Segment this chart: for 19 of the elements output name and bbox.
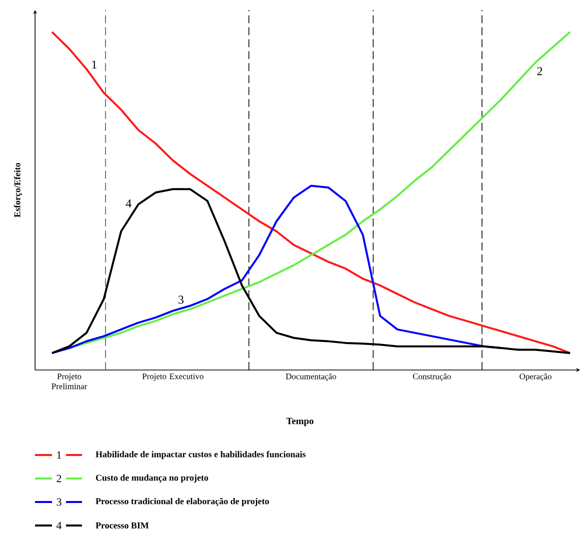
x-tick-label: Documentação: [286, 374, 336, 382]
annotation: 4: [126, 199, 132, 208]
text: 3: [56, 498, 62, 506]
annotation: 2: [537, 67, 542, 76]
legend-label: Processo tradicional de elaboração de projeto: [96, 498, 269, 506]
legend-label: Habilidade de impactar custos e habilidades funcionais: [96, 450, 306, 460]
text: 4: [56, 522, 62, 530]
text: 1: [57, 451, 62, 459]
y-axis-title: Esforço/Efeito: [14, 162, 22, 218]
legend-label: Processo BIM: [96, 522, 149, 528]
text: 2: [56, 474, 62, 482]
x-axis-title: Tempo: [286, 418, 314, 426]
x-tick-label: Projeto Preliminar: [52, 374, 88, 390]
x-tick-label: Projeto Executivo: [142, 374, 204, 381]
legend-label: Custo de mudança no projeto: [96, 474, 208, 483]
annotation: 3: [178, 296, 184, 304]
x-tick-label: Construção: [412, 374, 451, 382]
annotation: 1: [92, 60, 96, 68]
x-tick-label: Operação: [520, 374, 552, 382]
